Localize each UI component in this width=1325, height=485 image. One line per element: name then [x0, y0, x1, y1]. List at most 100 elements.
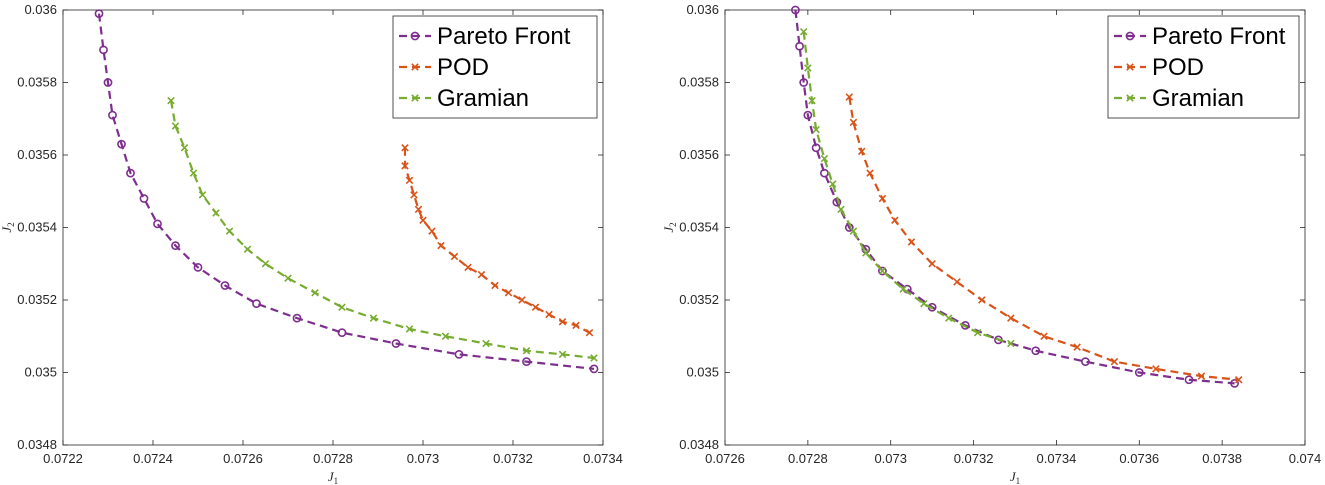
- data-point-marker: [899, 285, 907, 293]
- legend-marker: [1126, 63, 1134, 71]
- series-line: [848, 96, 1239, 381]
- y-tick-label: 0.0352: [17, 292, 57, 307]
- series-pod: [845, 93, 1243, 384]
- data-point-marker: [1007, 314, 1015, 322]
- data-point-marker: [522, 357, 531, 367]
- chart-panel-2: 0.0726 0.0728 0.073 0.0732 0.0734 0.0736 0.073…: [661, 2, 1321, 485]
- data-point-marker: [405, 176, 414, 185]
- data-point-marker: [477, 270, 486, 279]
- data-point-marker: [167, 96, 175, 105]
- x-tick-label: 0.0726: [223, 451, 263, 466]
- data-point-marker: [857, 147, 866, 156]
- x-tick-label: 0.0734: [1037, 451, 1077, 466]
- data-point-marker: [189, 169, 198, 177]
- data-point-marker: [812, 125, 820, 134]
- data-point-marker: [284, 274, 292, 283]
- data-point-marker: [225, 227, 234, 235]
- data-point-marker: [437, 241, 445, 250]
- data-point-marker: [589, 364, 599, 374]
- chart-panel-1: 0.0722 0.0724 0.0726 0.0728 0.073 0.0732 0.073…: [0, 2, 623, 485]
- data-point-marker: [791, 5, 800, 15]
- data-point-marker: [522, 346, 531, 355]
- data-point-marker: [920, 299, 928, 308]
- data-point-marker: [99, 45, 108, 55]
- data-point-marker: [464, 263, 472, 272]
- series-line: [403, 147, 591, 334]
- series-pod: [401, 143, 594, 337]
- data-point-marker: [419, 216, 427, 225]
- x-tick-label: 0.0738: [1202, 451, 1242, 466]
- y-tick-label: 0.035: [24, 365, 57, 380]
- data-point-marker: [878, 194, 887, 203]
- x-tick-label: 0.074: [1289, 451, 1322, 466]
- data-point-marker: [311, 288, 319, 297]
- data-point-marker: [441, 332, 450, 341]
- y-tick-label: 0.0358: [17, 75, 57, 90]
- legend-label: Pareto Front: [437, 23, 571, 50]
- data-point-marker: [799, 78, 809, 87]
- y-tick-label: 0.0354: [17, 220, 57, 235]
- legend-label: POD: [1152, 54, 1204, 81]
- data-point-marker: [531, 303, 540, 312]
- data-point-marker: [862, 249, 870, 257]
- data-point-marker: [338, 303, 346, 312]
- x-tick-label: 0.0724: [133, 451, 173, 466]
- data-point-marker: [1234, 375, 1243, 384]
- data-point-marker: [292, 313, 302, 323]
- data-point-marker: [558, 317, 567, 326]
- x-tick-label: 0.0726: [705, 451, 745, 466]
- x-tick-label: 0.0728: [788, 451, 828, 466]
- series-line: [97, 13, 595, 370]
- data-point-marker: [252, 299, 261, 309]
- data-point-marker: [953, 278, 961, 286]
- data-point-marker: [1197, 372, 1206, 380]
- data-point-marker: [261, 259, 270, 268]
- data-point-marker: [1081, 357, 1090, 367]
- data-point-marker: [803, 110, 813, 120]
- data-point-marker: [558, 350, 567, 359]
- data-point-marker: [198, 191, 207, 199]
- data-point-marker: [171, 122, 180, 130]
- legend-item: POD: [399, 54, 489, 81]
- data-point-marker: [126, 168, 135, 178]
- data-point-marker: [828, 180, 837, 188]
- data-point-marker: [428, 227, 436, 235]
- data-point-marker: [243, 245, 252, 254]
- series-gramian: [799, 27, 1015, 348]
- x-tick-label: 0.0722: [43, 451, 83, 466]
- legend: Pareto Front POD Gramian: [1107, 15, 1300, 119]
- data-point-marker: [1110, 357, 1119, 366]
- series-pareto-front: [94, 9, 599, 374]
- y-axis-label: J2: [0, 222, 16, 232]
- data-point-marker: [139, 194, 149, 203]
- data-point-marker: [401, 162, 409, 170]
- data-point-marker: [1007, 339, 1015, 348]
- y-axis-label: J2: [661, 222, 678, 232]
- series-gramian: [167, 96, 598, 362]
- data-point-marker: [454, 349, 464, 359]
- data-point-marker: [811, 143, 821, 153]
- data-point-marker: [1134, 368, 1144, 377]
- data-point-marker: [414, 205, 423, 214]
- data-point-marker: [572, 321, 580, 330]
- legend-label: Gramian: [437, 85, 529, 112]
- data-point-marker: [799, 27, 808, 36]
- y-tick-label: 0.0356: [679, 147, 719, 162]
- data-point-marker: [590, 354, 598, 362]
- data-point-marker: [1040, 332, 1048, 341]
- data-point-marker: [795, 41, 804, 51]
- y-tick-label: 0.0356: [17, 147, 57, 162]
- legend-marker: [410, 31, 420, 41]
- legend-marker: [411, 63, 419, 71]
- data-point-marker: [108, 110, 117, 120]
- legend-item: Pareto Front: [399, 23, 571, 50]
- data-point-marker: [1031, 346, 1041, 356]
- x-tick-label: 0.0736: [1119, 451, 1159, 466]
- x-tick-label: 0.0734: [583, 451, 623, 466]
- x-tick-label: 0.0732: [954, 451, 994, 466]
- y-tick-label: 0.035: [686, 365, 719, 380]
- legend-item: Gramian: [399, 85, 529, 112]
- y-tick-label: 0.0348: [679, 437, 719, 452]
- data-point-marker: [220, 281, 230, 290]
- data-point-marker: [585, 328, 594, 337]
